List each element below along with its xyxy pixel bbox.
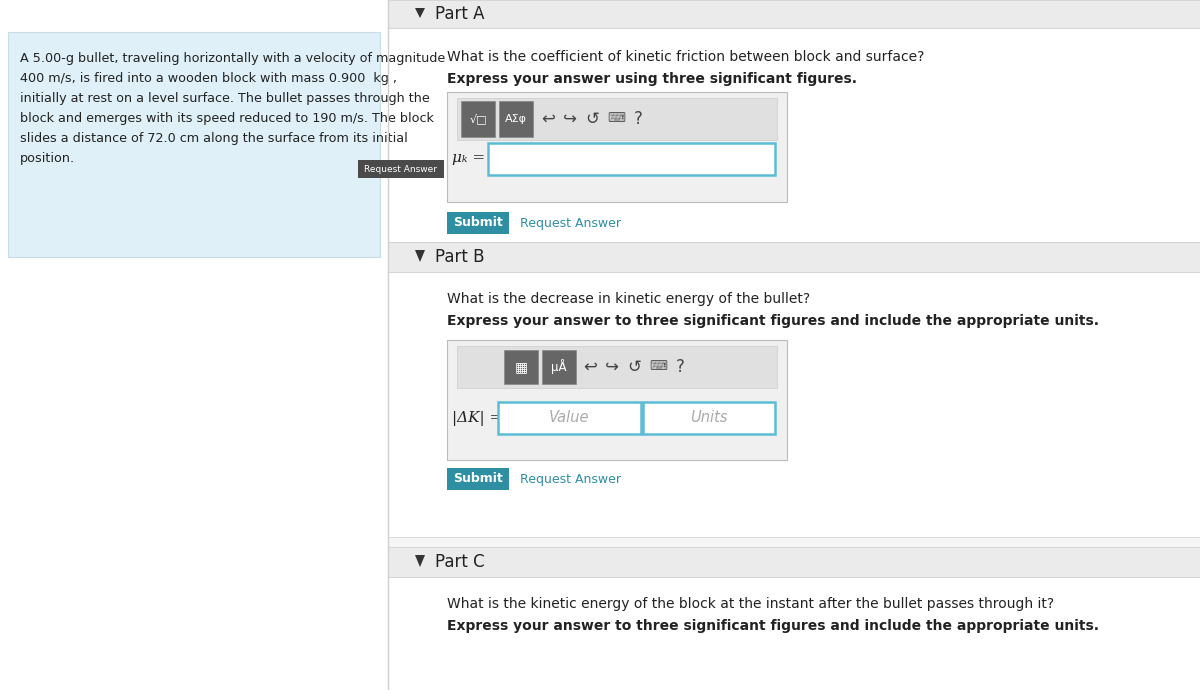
Bar — [388, 0, 1200, 28]
Text: What is the coefficient of kinetic friction between block and surface?: What is the coefficient of kinetic frict… — [446, 50, 924, 64]
Text: position.: position. — [20, 152, 76, 165]
Text: ?: ? — [634, 110, 642, 128]
Text: Request Answer: Request Answer — [520, 217, 622, 230]
Bar — [388, 547, 1200, 577]
Text: Part A: Part A — [436, 5, 485, 23]
Text: Part B: Part B — [436, 248, 485, 266]
Bar — [388, 242, 1200, 272]
Text: What is the kinetic energy of the block at the instant after the bullet passes t: What is the kinetic energy of the block … — [446, 597, 1054, 611]
Bar — [542, 350, 576, 384]
Polygon shape — [415, 555, 425, 567]
Text: ↺: ↺ — [586, 110, 599, 128]
Text: |ΔK| =: |ΔK| = — [452, 411, 503, 426]
Bar — [8, 32, 380, 257]
Text: initially at rest on a level surface. The bullet passes through the: initially at rest on a level surface. Th… — [20, 92, 430, 105]
Text: √□: √□ — [469, 114, 487, 124]
Text: Request Answer: Request Answer — [365, 164, 438, 173]
Text: ?: ? — [676, 358, 684, 376]
Text: ↺: ↺ — [628, 358, 641, 376]
Bar — [504, 350, 538, 384]
Text: Value: Value — [548, 411, 589, 426]
Text: Submit: Submit — [454, 473, 503, 486]
Text: 400 m/s, is fired into a wooden block with mass 0.900  kg ,: 400 m/s, is fired into a wooden block wi… — [20, 72, 397, 85]
Bar — [446, 468, 509, 490]
Text: Submit: Submit — [454, 217, 503, 230]
Text: μₖ =: μₖ = — [452, 151, 485, 165]
Text: A 5.00-g bullet, traveling horizontally with a velocity of magnitude: A 5.00-g bullet, traveling horizontally … — [20, 52, 445, 65]
Text: Express your answer to three significant figures and include the appropriate uni: Express your answer to three significant… — [446, 314, 1099, 328]
Bar — [488, 143, 775, 175]
Bar — [498, 402, 641, 434]
Text: ↪: ↪ — [563, 110, 577, 128]
Bar — [388, 577, 1200, 690]
Bar — [358, 160, 444, 178]
Text: slides a distance of 72.0 cm along the surface from its initial: slides a distance of 72.0 cm along the s… — [20, 132, 408, 145]
Text: Part C: Part C — [436, 553, 485, 571]
Text: ↩: ↩ — [541, 110, 554, 128]
Polygon shape — [415, 250, 425, 262]
Text: ⌨: ⌨ — [607, 112, 625, 126]
Bar — [457, 346, 778, 388]
Bar — [446, 92, 787, 202]
Text: What is the decrease in kinetic energy of the bullet?: What is the decrease in kinetic energy o… — [446, 292, 810, 306]
Bar — [446, 340, 787, 460]
Text: block and emerges with its speed reduced to 190 m/s. The block: block and emerges with its speed reduced… — [20, 112, 434, 125]
Bar — [388, 272, 1200, 537]
Text: ↩: ↩ — [583, 358, 596, 376]
Text: ΑΣφ: ΑΣφ — [505, 114, 527, 124]
Bar — [388, 28, 1200, 242]
Text: μÅ: μÅ — [551, 359, 566, 375]
Text: Express your answer to three significant figures and include the appropriate uni: Express your answer to three significant… — [446, 619, 1099, 633]
Bar — [643, 402, 775, 434]
Bar — [446, 212, 509, 234]
Text: ▦: ▦ — [515, 360, 528, 374]
Polygon shape — [415, 8, 425, 18]
Text: ⌨: ⌨ — [649, 360, 667, 373]
Bar — [461, 101, 496, 137]
Bar — [499, 101, 533, 137]
Text: Express your answer using three significant figures.: Express your answer using three signific… — [446, 72, 857, 86]
Bar — [388, 0, 1200, 690]
Text: Units: Units — [690, 411, 727, 426]
Bar — [457, 98, 778, 140]
Text: ↪: ↪ — [605, 358, 619, 376]
Text: Request Answer: Request Answer — [520, 473, 622, 486]
